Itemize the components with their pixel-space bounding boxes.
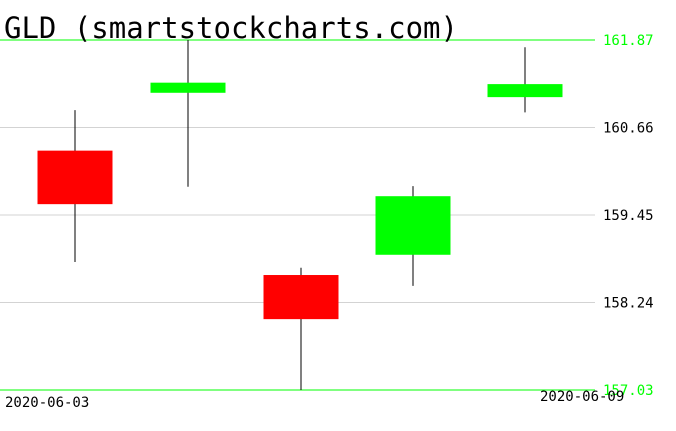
candle-body [150, 82, 226, 93]
y-tick-label: 157.03 [603, 383, 654, 399]
candle-body [263, 275, 339, 320]
candle [375, 186, 451, 286]
x-tick-label-first: 2020-06-03 [5, 395, 89, 411]
candle [37, 110, 113, 263]
candle [150, 40, 226, 187]
y-tick-label: 159.45 [603, 208, 654, 224]
chart-title: GLD (smartstockcharts.com) [4, 11, 458, 45]
candle [263, 267, 339, 390]
y-tick-label: 160.66 [603, 121, 654, 137]
candle-body [487, 84, 563, 98]
candle-body [375, 196, 451, 255]
candle [487, 47, 563, 113]
y-tick-label: 158.24 [603, 296, 654, 312]
x-tick-label-last: 2020-06-09 [540, 389, 624, 405]
y-tick-label: 161.87 [603, 33, 654, 49]
candle-body [37, 150, 113, 205]
